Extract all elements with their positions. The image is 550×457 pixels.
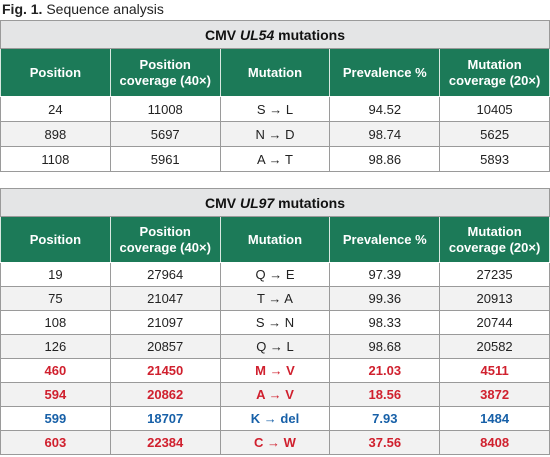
table-row: 898 5697 N → D 98.74 5625 [0, 121, 550, 147]
table-cell: A → T [219, 146, 331, 172]
table-row: 75 21047 T → A 99.36 20913 [0, 286, 550, 311]
table-title: CMV UL97 mutations [0, 188, 550, 217]
table-cell: 108 [0, 310, 111, 335]
table-cell: 21047 [109, 286, 221, 311]
table-cell: 460 [0, 358, 111, 383]
table-title: CMV UL54 mutations [0, 20, 550, 49]
table-cell: 19 [0, 262, 111, 287]
column-header: Position coverage (40×) [109, 216, 221, 263]
table-cell: A → V [219, 382, 331, 407]
title-suffix: mutations [278, 26, 346, 43]
table-cell: 21.03 [329, 358, 441, 383]
table-cell: 8408 [439, 430, 550, 455]
table-cell: 20744 [439, 310, 550, 335]
title-gene: UL97 [240, 194, 275, 211]
table-row: 19 27964 Q → E 97.39 27235 [0, 262, 550, 287]
table-cell: M → V [219, 358, 331, 383]
table-cell: T → A [219, 286, 331, 311]
table-row: 460 21450 M → V 21.03 4511 [0, 358, 550, 383]
table-cell: 11008 [109, 96, 221, 122]
table-cell: 94.52 [329, 96, 441, 122]
table-cell: 4511 [439, 358, 550, 383]
table-cell: 3872 [439, 382, 550, 407]
title-row: CMV UL54 mutations [0, 20, 550, 49]
header-row: Position Position coverage (40×) Mutation P… [0, 216, 550, 263]
table-cell: S → N [219, 310, 331, 335]
caption-text: Sequence analysis [46, 1, 164, 17]
table-cell: 18.56 [329, 382, 441, 407]
table-cell: 1484 [439, 406, 550, 431]
table: CMV UL54 mutations Position Position cover… [0, 20, 550, 172]
table-cell: 898 [0, 121, 111, 147]
column-header: Mutation coverage (20×) [439, 48, 550, 97]
table-cell: 37.56 [329, 430, 441, 455]
table-cell: 21450 [109, 358, 221, 383]
column-header: Position coverage (40×) [109, 48, 221, 97]
table-cell: 24 [0, 96, 111, 122]
table-cell: K → del [219, 406, 331, 431]
table-cell: 20913 [439, 286, 550, 311]
title-prefix: CMV [204, 194, 237, 211]
table: CMV UL97 mutations Position Position cover… [0, 188, 550, 455]
table-cell: 27235 [439, 262, 550, 287]
title-suffix: mutations [278, 194, 346, 211]
table-cell: 27964 [109, 262, 221, 287]
column-header: Prevalence % [329, 216, 441, 263]
table-cell: 603 [0, 430, 111, 455]
table-cell: 5697 [109, 121, 221, 147]
column-header: Mutation [219, 216, 331, 263]
table-cell: 7.93 [329, 406, 441, 431]
table-cell: 1108 [0, 146, 111, 172]
table-cell: Q → L [219, 334, 331, 359]
table-row: 126 20857 Q → L 98.68 20582 [0, 334, 550, 359]
caption-label: Fig. 1. [2, 1, 43, 17]
table-row: 594 20862 A → V 18.56 3872 [0, 382, 550, 407]
table-cell: 5893 [439, 146, 550, 172]
table-cell: 99.36 [329, 286, 441, 311]
table-cell: 22384 [109, 430, 221, 455]
table-cell: C → W [219, 430, 331, 455]
table-cell: N → D [219, 121, 331, 147]
table-cell: 75 [0, 286, 111, 311]
table-cell: 599 [0, 406, 111, 431]
column-header: Position [0, 216, 111, 263]
table-cell: 594 [0, 382, 111, 407]
table-cell: 97.39 [329, 262, 441, 287]
table-cell: 98.74 [329, 121, 441, 147]
title-gene: UL54 [240, 26, 275, 43]
column-header: Mutation [219, 48, 331, 97]
column-header: Prevalence % [329, 48, 441, 97]
table-row: 24 11008 S → L 94.52 10405 [0, 96, 550, 122]
table-cell: S → L [219, 96, 331, 122]
table-row: 108 21097 S → N 98.33 20744 [0, 310, 550, 335]
table-row: 603 22384 C → W 37.56 8408 [0, 430, 550, 455]
table-cell: 20857 [109, 334, 221, 359]
table-cell: 20582 [439, 334, 550, 359]
column-header: Mutation coverage (20×) [439, 216, 550, 263]
table-row: 599 18707 K → del 7.93 1484 [0, 406, 550, 431]
table-cell: Q → E [219, 262, 331, 287]
table-cell: 10405 [439, 96, 550, 122]
caption: Fig. 1. Sequence analysis [2, 0, 164, 18]
header-row: Position Position coverage (40×) Mutation P… [0, 48, 550, 97]
table-cell: 126 [0, 334, 111, 359]
table-row: 1108 5961 A → T 98.86 5893 [0, 146, 550, 172]
table-cell: 98.68 [329, 334, 441, 359]
table-cell: 98.33 [329, 310, 441, 335]
table-cell: 20862 [109, 382, 221, 407]
table-cell: 5961 [109, 146, 221, 172]
title-prefix: CMV [204, 26, 237, 43]
column-header: Position [0, 48, 111, 97]
table-cell: 5625 [439, 121, 550, 147]
title-row: CMV UL97 mutations [0, 188, 550, 217]
table-cell: 18707 [109, 406, 221, 431]
table-cell: 98.86 [329, 146, 441, 172]
table-cell: 21097 [109, 310, 221, 335]
